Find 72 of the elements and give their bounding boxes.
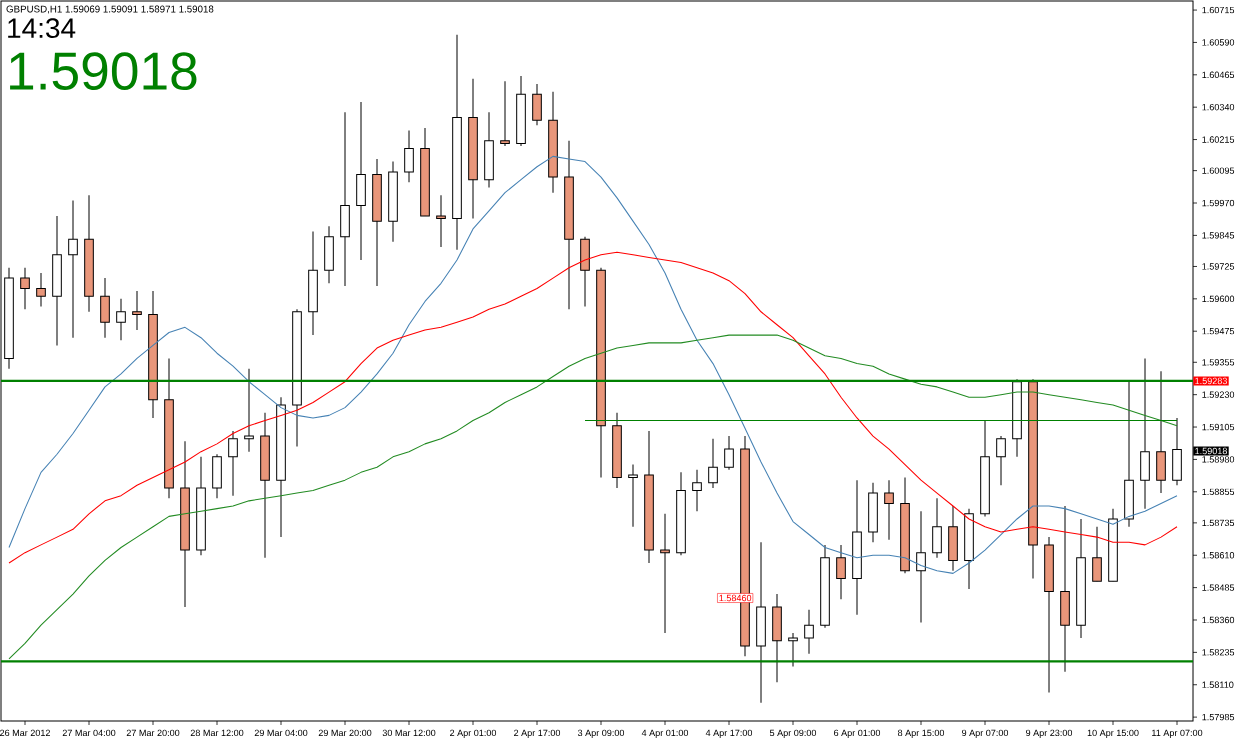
y-tick-label: 1.58610	[1202, 552, 1235, 559]
candlestick	[36, 272, 46, 308]
candlestick	[884, 479, 894, 541]
x-tick-label: 27 Mar 20:00	[126, 729, 180, 737]
y-tick-label: 1.60095	[1202, 167, 1235, 174]
y-tick-label: 1.58485	[1202, 584, 1235, 591]
x-tick-label: 27 Mar 04:00	[62, 729, 116, 737]
x-tick-label: 29 Mar 04:00	[254, 729, 308, 737]
y-tick-label: 1.59355	[1202, 359, 1235, 366]
y-tick-label: 1.60465	[1202, 71, 1235, 79]
candlestick	[788, 632, 798, 668]
x-tick-label: 5 Apr 09:00	[769, 729, 817, 738]
x-tick-label: 9 Apr 23:00	[1025, 729, 1073, 738]
x-tick-label: 3 Apr 09:00	[577, 729, 625, 738]
candlestick	[68, 199, 78, 339]
x-tick-label: 9 Apr 07:00	[961, 729, 1009, 738]
y-tick-label: 1.58235	[1202, 649, 1235, 656]
y-tick-label: 1.59230	[1202, 391, 1235, 398]
x-tick-label: 28 Mar 12:00	[190, 729, 244, 737]
candlestick	[692, 469, 702, 512]
y-tick-label: 1.58855	[1202, 488, 1235, 495]
text: 1.59018	[1195, 447, 1227, 455]
candlestick	[436, 194, 446, 248]
y-tick-label: 1.60340	[1202, 103, 1235, 111]
candlestick	[660, 513, 670, 634]
candlestick	[996, 435, 1006, 486]
candlestick	[20, 267, 30, 310]
candlestick	[916, 510, 926, 624]
x-tick-label: 6 Apr 01:00	[834, 729, 881, 738]
candlestick	[1092, 526, 1102, 582]
candlestick	[724, 435, 734, 471]
candlestick	[836, 544, 846, 600]
y-tick-label: 1.60715	[1202, 6, 1235, 14]
x-tick-label: 8 Apr 15:00	[897, 729, 945, 738]
candlestick	[628, 464, 638, 528]
annotation: 1.59018	[10, 52, 197, 91]
candlestick	[132, 290, 142, 331]
y-tick-label: 1.59600	[1202, 295, 1235, 303]
y-tick-label: 1.59725	[1202, 263, 1235, 270]
annotation: 1.58460	[719, 594, 752, 602]
y-tick-label: 1.58980	[1202, 456, 1235, 463]
candlestick	[228, 430, 238, 497]
x-tick-label: 10 Apr 15:00	[1087, 729, 1139, 738]
line-series	[8, 251, 1178, 564]
candlestick	[404, 129, 414, 183]
line-series	[8, 155, 1178, 574]
ref-line-label: 1.59283	[1195, 377, 1227, 385]
y-tick-label: 1.57985	[1202, 713, 1235, 721]
y-tick-label: 1.60590	[1202, 39, 1235, 46]
y-tick-label: 1.60215	[1202, 136, 1235, 143]
chart-title: GBPUSD,H1 1.59069 1.59091 1.58971 1.59018	[6, 5, 214, 14]
x-tick-label: 26 Mar 2012	[0, 729, 50, 737]
x-tick-label: 2 Apr 17:00	[514, 729, 561, 738]
y-tick-label: 1.59970	[1202, 199, 1235, 207]
y-tick-label: 1.59105	[1202, 423, 1235, 431]
candlestick	[708, 438, 718, 489]
x-tick-label: 30 Mar 12:00	[382, 729, 436, 737]
candlestick	[804, 609, 814, 655]
y-tick-label: 1.58735	[1202, 519, 1235, 527]
x-tick-label: 2 Apr 01:00	[450, 729, 497, 738]
y-tick-label: 1.58110	[1202, 681, 1234, 688]
candlestick	[116, 298, 126, 341]
candlestick	[244, 368, 254, 453]
candlestick	[500, 80, 510, 147]
y-tick-label: 1.58360	[1202, 616, 1235, 624]
y-tick-label: 1.59475	[1202, 328, 1235, 335]
y-tick-label: 1.59845	[1202, 232, 1235, 239]
annotation: 14:34	[8, 18, 76, 39]
x-tick-label: 29 Mar 20:00	[318, 729, 372, 737]
x-tick-label: 4 Apr 01:00	[641, 729, 689, 738]
x-tick-label: 4 Apr 17:00	[705, 729, 753, 738]
x-tick-label: 11 Apr 07:00	[1152, 729, 1203, 738]
